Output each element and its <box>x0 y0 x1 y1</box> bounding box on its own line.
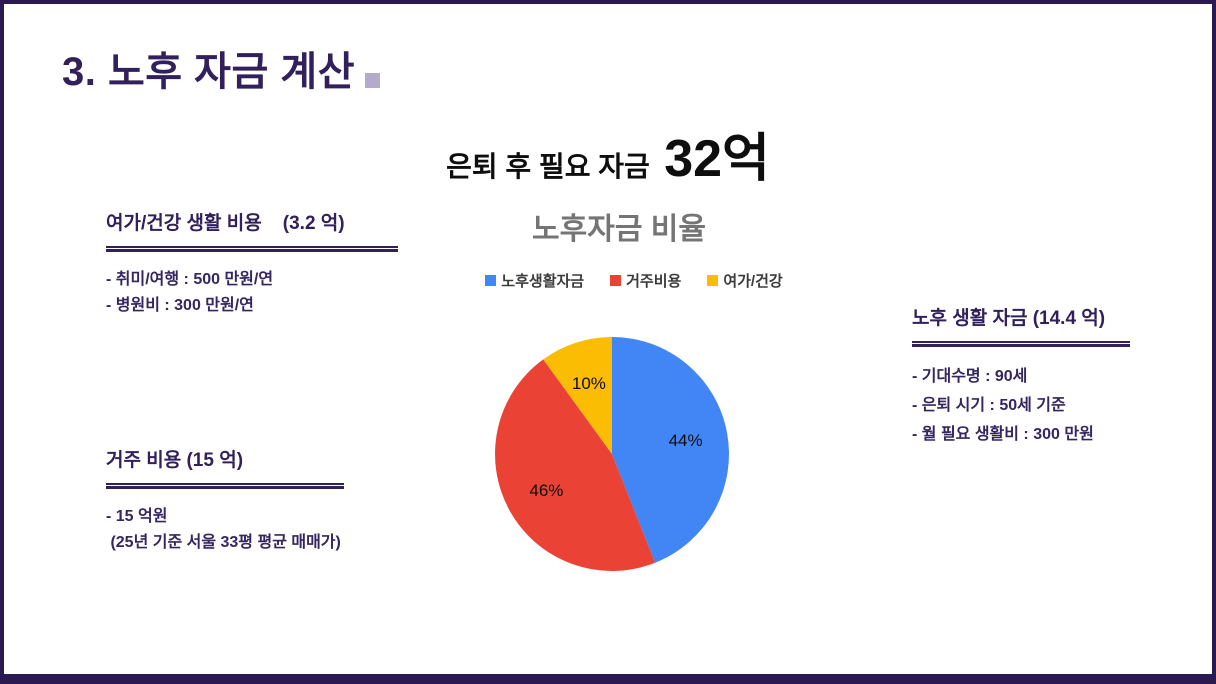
legend-swatch-red <box>610 275 622 286</box>
subtitle-amount: 32억 <box>664 130 770 188</box>
legend-item-housing: 거주비용 <box>610 270 681 291</box>
list-item: - 기대수명 : 90세 <box>912 367 1028 385</box>
chart-legend: 노후생활자금 거주비용 여가/건강 <box>444 270 824 291</box>
chart-title: 노후자금 비율 <box>532 213 706 246</box>
pie-data-label: 10% <box>572 374 606 393</box>
block-heading: 거주 비용 (15 억) <box>106 450 244 471</box>
legend-item-leisure-health: 여가/건강 <box>707 270 783 291</box>
subtitle: 은퇴 후 필요 자금 32억 <box>4 116 1212 191</box>
slide-title-row: 3. 노후 자금 계산 <box>62 48 380 96</box>
list-item: - 병원비 : 300 만원/연 <box>106 296 254 314</box>
legend-label: 여가/건강 <box>723 273 783 290</box>
page-title: 3. 노후 자금 계산 <box>62 50 355 94</box>
list-item: - 취미/여행 : 500 만원/연 <box>106 270 274 288</box>
info-block-housing: 거주 비용 (15 억) - 15 억원 (25년 기준 서울 33평 평균 매… <box>106 449 344 556</box>
list-item: - 월 필요 생활비 : 300 만원 <box>912 425 1094 443</box>
heading-underline <box>912 340 1130 347</box>
legend-item-living-fund: 노후생활자금 <box>485 270 584 291</box>
block-heading: 노후 생활 자금 (14.4 억) <box>912 308 1106 329</box>
pie-data-label: 46% <box>529 481 563 500</box>
subtitle-text: 은퇴 후 필요 자금 <box>446 151 650 182</box>
heading-underline <box>106 482 344 489</box>
list-item: - 은퇴 시기 : 50세 기준 <box>912 396 1066 414</box>
legend-swatch-blue <box>485 275 497 286</box>
block-items: - 취미/여행 : 500 만원/연 - 병원비 : 300 만원/연 <box>106 267 398 319</box>
pie-chart: 44% 46% 10% <box>495 337 729 571</box>
info-block-leisure-health: 여가/건강 생활 비용 (3.2 억) - 취미/여행 : 500 만원/연 -… <box>106 212 398 319</box>
legend-label: 거주비용 <box>626 273 682 290</box>
pie-slice-2 <box>543 337 612 454</box>
legend-swatch-yellow <box>707 275 719 286</box>
list-item: (25년 기준 서울 33평 평균 매매가) <box>106 533 341 551</box>
heading-underline <box>106 245 398 252</box>
pie-data-label: 44% <box>669 431 703 450</box>
block-items: - 15 억원 (25년 기준 서울 33평 평균 매매가) <box>106 504 344 556</box>
pie-slice-1 <box>495 359 656 571</box>
block-items: - 기대수명 : 90세 - 은퇴 시기 : 50세 기준 - 월 필요 생활비… <box>912 362 1130 449</box>
list-item: - 15 억원 <box>106 507 168 525</box>
pie-chart-area: 44% 46% 10% <box>494 336 730 572</box>
legend-label: 노후생활자금 <box>501 273 585 290</box>
pie-slice-0 <box>612 337 729 563</box>
block-heading: 여가/건강 생활 비용 (3.2 억) <box>106 213 345 234</box>
title-accent-square <box>365 73 380 88</box>
info-block-living-fund: 노후 생활 자금 (14.4 억) - 기대수명 : 90세 - 은퇴 시기 :… <box>912 307 1130 449</box>
